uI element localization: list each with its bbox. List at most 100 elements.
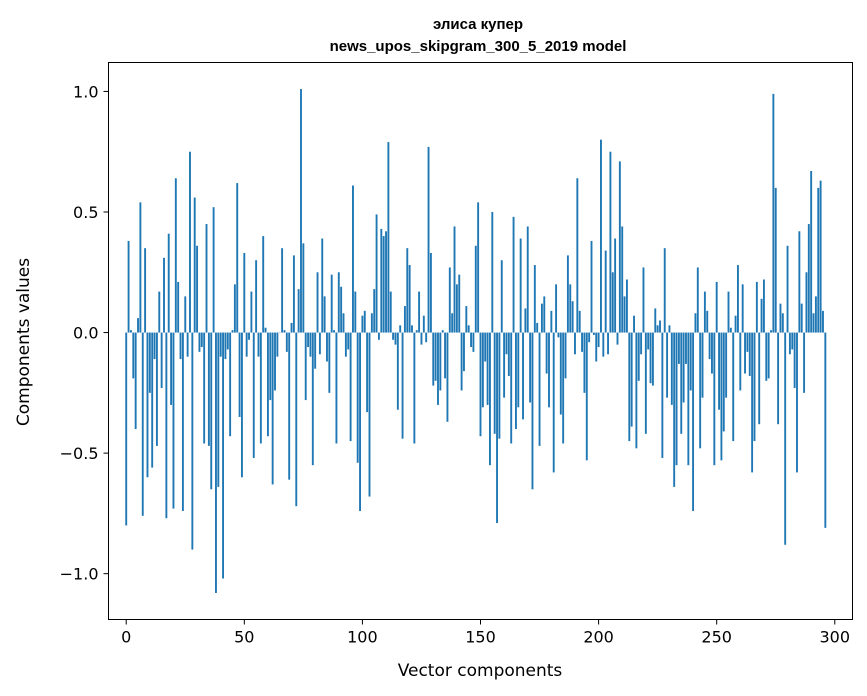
bar xyxy=(727,291,730,333)
bar xyxy=(720,332,723,461)
bar xyxy=(439,332,442,391)
bar xyxy=(505,332,508,355)
x-tick-label: 300 xyxy=(820,628,851,647)
bar xyxy=(533,265,536,333)
bar xyxy=(486,332,489,405)
bar xyxy=(706,310,709,333)
bar xyxy=(694,313,697,333)
bar xyxy=(507,332,510,376)
bar xyxy=(271,332,274,485)
x-tick-label: 200 xyxy=(583,628,614,647)
bar xyxy=(585,332,588,461)
bar xyxy=(625,279,628,333)
bar xyxy=(796,332,798,473)
bar xyxy=(722,332,725,432)
bar xyxy=(566,255,569,333)
bar xyxy=(321,238,324,333)
bar xyxy=(514,332,517,430)
bar xyxy=(680,332,683,434)
bar xyxy=(765,332,768,381)
bar xyxy=(781,313,784,333)
bar xyxy=(344,332,347,357)
x-axis-label: Vector components xyxy=(398,661,563,681)
bar xyxy=(592,332,595,335)
bar xyxy=(137,318,139,333)
bar xyxy=(562,332,565,444)
bar xyxy=(755,281,758,333)
bar xyxy=(295,332,298,507)
bar xyxy=(413,332,416,444)
bar xyxy=(441,330,444,333)
bar xyxy=(200,332,203,348)
chart-title: элиса купер xyxy=(433,16,523,33)
bar xyxy=(389,291,392,333)
bar xyxy=(170,332,173,405)
bar xyxy=(668,325,671,333)
bar xyxy=(467,325,470,333)
plot-frame xyxy=(108,62,853,620)
bar xyxy=(429,252,432,333)
bar xyxy=(210,332,213,490)
bar xyxy=(651,332,654,386)
bar xyxy=(458,274,461,333)
bar xyxy=(132,332,135,379)
bar xyxy=(385,231,387,333)
bar xyxy=(703,291,706,333)
bar xyxy=(597,332,600,348)
bar xyxy=(127,240,130,333)
bar xyxy=(349,332,352,442)
bar xyxy=(713,332,716,466)
bar xyxy=(569,284,572,333)
bar xyxy=(396,332,399,410)
bar xyxy=(609,151,612,333)
bar xyxy=(666,332,669,398)
bar xyxy=(243,252,246,333)
bar xyxy=(786,245,789,333)
bar xyxy=(125,332,128,526)
bar xyxy=(711,332,713,374)
bar xyxy=(732,332,735,442)
bar xyxy=(824,332,827,528)
bar xyxy=(451,313,454,333)
bar xyxy=(557,332,560,338)
bar xyxy=(600,139,602,333)
bar xyxy=(614,238,617,333)
bar xyxy=(193,197,196,333)
bar xyxy=(453,226,456,333)
bar xyxy=(366,332,369,413)
bar xyxy=(285,332,288,352)
bar xyxy=(812,313,815,333)
bar xyxy=(420,332,423,345)
y-tick-label: 0.0 xyxy=(73,324,98,343)
bar xyxy=(463,332,465,372)
bar xyxy=(708,332,711,360)
bar xyxy=(245,332,248,357)
bar xyxy=(581,332,584,352)
bar xyxy=(415,330,418,333)
bar xyxy=(387,142,390,333)
bar xyxy=(767,332,770,379)
bar xyxy=(148,332,151,393)
bar xyxy=(729,327,732,333)
bar xyxy=(699,332,702,449)
bar xyxy=(489,332,491,466)
bar xyxy=(401,332,404,439)
bar xyxy=(292,255,295,333)
bar xyxy=(314,332,317,369)
bar xyxy=(725,332,728,398)
bar xyxy=(642,267,645,333)
bar xyxy=(352,185,354,333)
bar xyxy=(248,332,250,340)
bar xyxy=(588,332,591,343)
bar xyxy=(172,332,175,509)
bar xyxy=(510,332,513,444)
bar xyxy=(219,332,222,357)
bar xyxy=(186,332,189,357)
bar xyxy=(604,250,607,333)
bar xyxy=(762,279,765,333)
bar xyxy=(538,332,541,446)
bar xyxy=(607,332,609,355)
x-tick-label: 50 xyxy=(234,628,254,647)
bar xyxy=(661,332,664,458)
bar xyxy=(618,161,621,333)
